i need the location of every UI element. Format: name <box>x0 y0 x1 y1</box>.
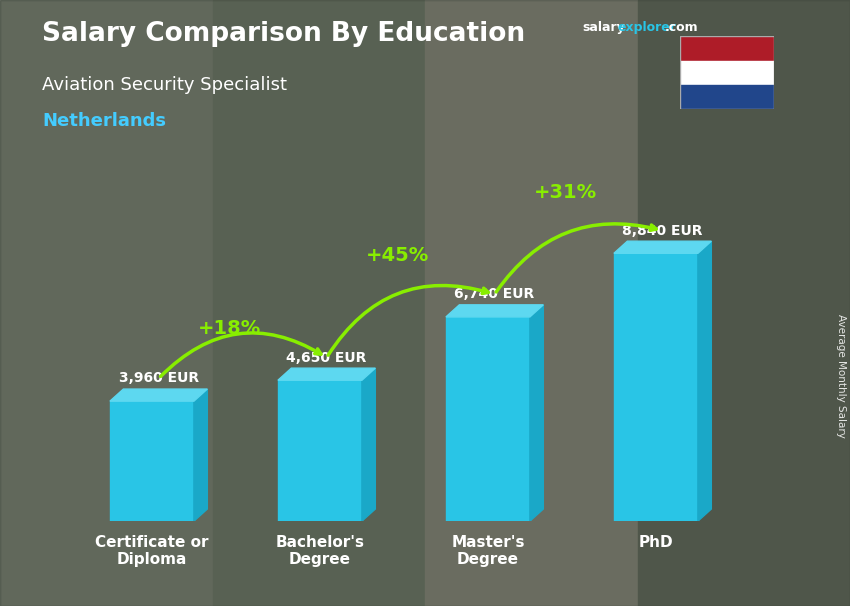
Text: 8,840 EUR: 8,840 EUR <box>622 224 703 238</box>
Polygon shape <box>110 389 207 401</box>
Bar <box>110 401 194 521</box>
Polygon shape <box>362 368 376 521</box>
Bar <box>680 36 774 61</box>
Text: 6,740 EUR: 6,740 EUR <box>455 287 535 301</box>
Bar <box>0 0 212 606</box>
Polygon shape <box>698 241 711 521</box>
Bar <box>212 0 425 606</box>
Polygon shape <box>614 241 711 253</box>
Polygon shape <box>446 305 543 317</box>
Text: +45%: +45% <box>366 246 428 265</box>
Polygon shape <box>278 368 376 381</box>
Text: salary: salary <box>582 21 625 34</box>
Bar <box>614 253 698 521</box>
Text: Average Monthly Salary: Average Monthly Salary <box>836 314 846 438</box>
Text: +18%: +18% <box>197 319 261 338</box>
Text: 3,960 EUR: 3,960 EUR <box>118 371 199 385</box>
Bar <box>425 0 638 606</box>
Text: Salary Comparison By Education: Salary Comparison By Education <box>42 21 525 47</box>
Text: explorer: explorer <box>617 21 676 34</box>
Text: .com: .com <box>665 21 699 34</box>
Bar <box>680 85 774 109</box>
Bar <box>446 317 530 521</box>
Bar <box>638 0 850 606</box>
Polygon shape <box>530 305 543 521</box>
Bar <box>278 381 362 521</box>
Polygon shape <box>194 389 207 521</box>
Text: 4,650 EUR: 4,650 EUR <box>286 350 367 364</box>
Bar <box>680 61 774 85</box>
Text: Netherlands: Netherlands <box>42 112 167 130</box>
Text: +31%: +31% <box>534 184 597 202</box>
Text: Aviation Security Specialist: Aviation Security Specialist <box>42 76 287 94</box>
